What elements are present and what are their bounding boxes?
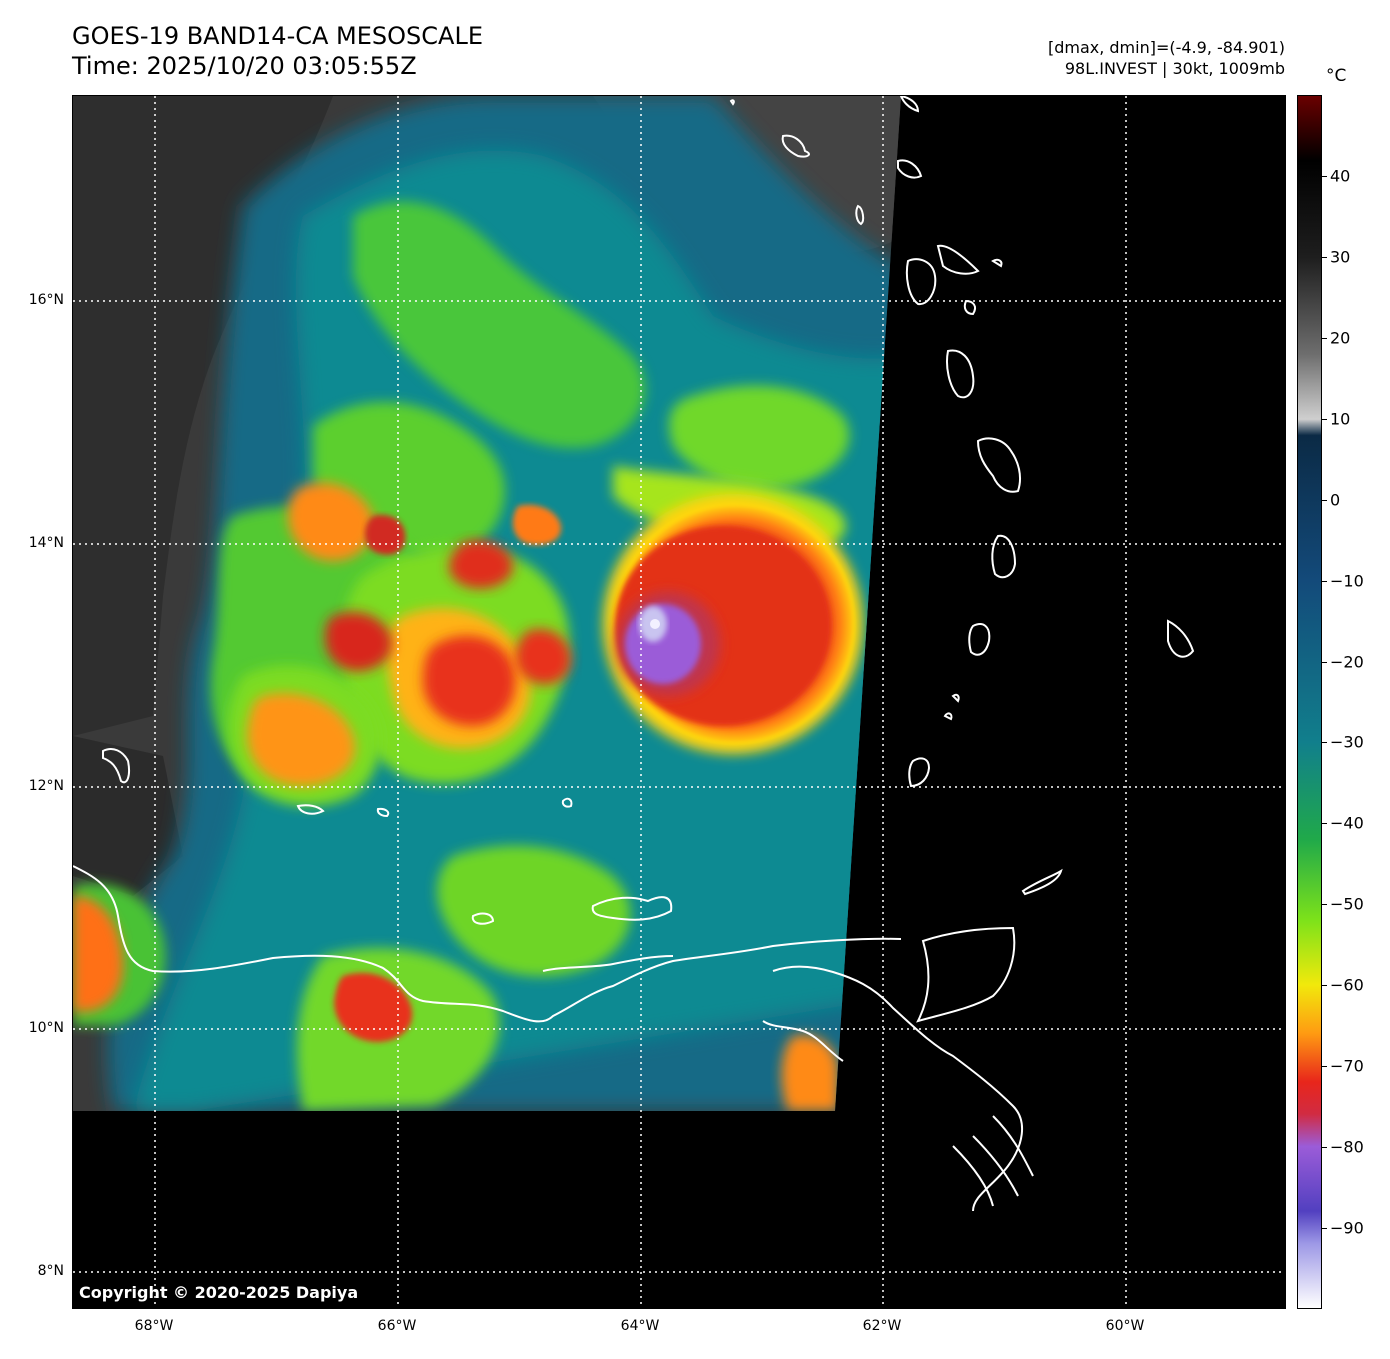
colorbar-tick-mark: [1322, 337, 1327, 339]
colorbar-tick-mark: [1322, 661, 1327, 663]
colorbar-tick-mark: [1322, 175, 1327, 177]
colorbar-tick-label: −30: [1330, 732, 1364, 752]
colorbar-tick-label: −80: [1330, 1137, 1364, 1157]
lat-tick-12n: 12°N: [28, 778, 64, 794]
copyright-text: Copyright © 2020-2025 Dapiya: [79, 1283, 359, 1302]
colorbar-tick-mark: [1322, 580, 1327, 582]
colorbar-tick-mark: [1322, 1228, 1327, 1230]
colorbar-tick-label: −20: [1330, 652, 1364, 672]
satellite-map[interactable]: Copyright © 2020-2025 Dapiya: [72, 95, 1286, 1309]
colorbar-tick-mark: [1322, 256, 1327, 258]
colorbar-tick-mark: [1322, 499, 1327, 501]
lon-tick-60w: 60°W: [1105, 1318, 1145, 1334]
colorbar: [1297, 95, 1322, 1309]
colorbar-tick-mark: [1322, 418, 1327, 420]
title-product: GOES-19 BAND14-CA MESOSCALE: [72, 22, 483, 50]
gridlines: [73, 96, 1285, 1308]
storm-text: 98L.INVEST | 30kt, 1009mb: [1064, 59, 1285, 78]
lat-tick-8n: 8°N: [37, 1263, 64, 1279]
coastlines: [73, 96, 1195, 1212]
colorbar-tick-label: 30: [1330, 247, 1351, 267]
satellite-imagery: [73, 96, 1285, 1308]
lon-tick-68w: 68°W: [134, 1318, 174, 1334]
imagery-swath: [73, 96, 901, 1111]
colorbar-tick-mark: [1322, 1066, 1327, 1068]
colorbar-tick-label: −50: [1330, 894, 1364, 914]
colorbar-tick-mark: [1322, 823, 1327, 825]
colorbar-tick-label: −10: [1330, 571, 1364, 591]
colorbar-tick-mark: [1322, 1147, 1327, 1149]
colorbar-tick-mark: [1322, 904, 1327, 906]
lat-tick-14n: 14°N: [28, 535, 64, 551]
range-text: [dmax, dmin]=(-4.9, -84.901): [1047, 38, 1285, 57]
colorbar-tick-label: −70: [1330, 1056, 1364, 1076]
colorbar-tick-label: 10: [1330, 409, 1351, 429]
title-time: Time: 2025/10/20 03:05:55Z: [72, 52, 417, 80]
colorbar-tick-label: −60: [1330, 975, 1364, 995]
colorbar-tick-label: 20: [1330, 328, 1351, 348]
lat-tick-16n: 16°N: [28, 292, 64, 308]
colorbar-tick-label: 40: [1330, 166, 1351, 186]
colorbar-unit: °C: [1326, 66, 1347, 86]
colorbar-tick-label: 0: [1330, 490, 1341, 510]
colorbar-tick-label: −40: [1330, 813, 1364, 833]
lon-tick-66w: 66°W: [377, 1318, 417, 1334]
colorbar-tick-mark: [1322, 985, 1327, 987]
lon-tick-62w: 62°W: [862, 1318, 902, 1334]
lon-tick-64w: 64°W: [620, 1318, 660, 1334]
lat-tick-10n: 10°N: [28, 1020, 64, 1036]
colorbar-tick-mark: [1322, 742, 1327, 744]
colorbar-tick-label: −90: [1330, 1218, 1364, 1238]
